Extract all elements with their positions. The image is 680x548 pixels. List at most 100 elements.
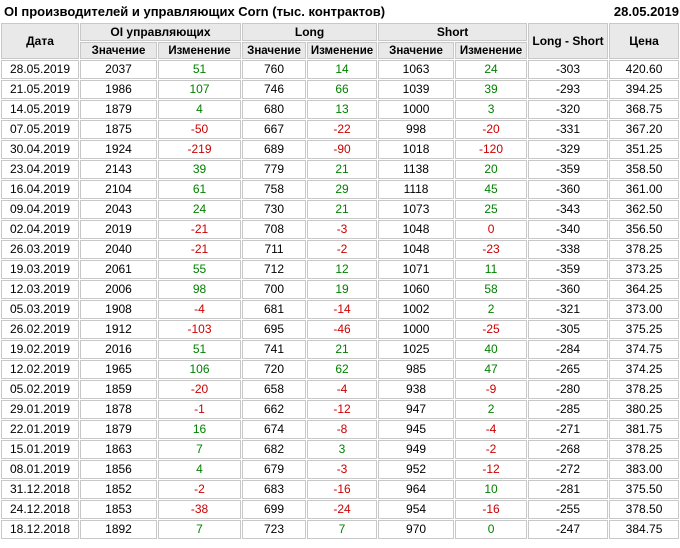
date-cell: 28.05.2019 [1, 60, 79, 79]
oi-value-cell: 1875 [80, 120, 157, 139]
price-cell: 358.50 [609, 160, 680, 179]
oi-value-cell: 2043 [80, 200, 157, 219]
oi-change-cell: -219 [158, 140, 242, 159]
subheader-short-change: Изменение [455, 42, 528, 59]
short-change-cell: -9 [455, 380, 528, 399]
group-header-short: Short [378, 23, 528, 41]
price-cell: 383.00 [609, 460, 680, 479]
report-title: OI производителей и управляющих Corn (ты… [4, 3, 386, 19]
date-cell: 19.02.2019 [1, 340, 79, 359]
short-change-cell: 2 [455, 300, 528, 319]
date-cell: 07.05.2019 [1, 120, 79, 139]
long-short-cell: -360 [528, 280, 609, 299]
oi-value-cell: 2037 [80, 60, 157, 79]
cot-table: Дата OI управляющих Long Short Long - Sh… [0, 22, 680, 540]
short-value-cell: 1073 [378, 200, 455, 219]
short-change-cell: 40 [455, 340, 528, 359]
short-value-cell: 952 [378, 460, 455, 479]
price-cell: 368.75 [609, 100, 680, 119]
oi-change-cell: 98 [158, 280, 242, 299]
short-change-cell: 45 [455, 180, 528, 199]
date-cell: 05.02.2019 [1, 380, 79, 399]
short-change-cell: 58 [455, 280, 528, 299]
table-row: 15.01.2019 1863 7 682 3 949 -2 -268 378.25 [1, 440, 680, 459]
long-short-cell: -285 [528, 400, 609, 419]
price-cell: 375.50 [609, 480, 680, 499]
price-cell: 394.25 [609, 80, 680, 99]
long-short-cell: -272 [528, 460, 609, 479]
long-short-cell: -305 [528, 320, 609, 339]
short-change-cell: -120 [455, 140, 528, 159]
long-value-cell: 689 [242, 140, 307, 159]
long-value-cell: 695 [242, 320, 307, 339]
long-short-cell: -329 [528, 140, 609, 159]
short-change-cell: 0 [455, 220, 528, 239]
short-value-cell: 1063 [378, 60, 455, 79]
long-change-cell: 13 [307, 100, 378, 119]
long-value-cell: 679 [242, 460, 307, 479]
long-change-cell: 12 [307, 260, 378, 279]
group-header-oi: OI управляющих [80, 23, 242, 41]
short-value-cell: 938 [378, 380, 455, 399]
short-value-cell: 954 [378, 500, 455, 519]
short-value-cell: 1071 [378, 260, 455, 279]
long-change-cell: -24 [307, 500, 378, 519]
table-row: 08.01.2019 1856 4 679 -3 952 -12 -272 383.00 [1, 460, 680, 479]
oi-change-cell: 55 [158, 260, 242, 279]
report-date: 28.05.2019 [613, 3, 679, 19]
oi-value-cell: 2016 [80, 340, 157, 359]
long-value-cell: 699 [242, 500, 307, 519]
date-cell: 18.12.2018 [1, 520, 79, 539]
long-change-cell: 62 [307, 360, 378, 379]
long-change-cell: 3 [307, 440, 378, 459]
oi-value-cell: 2019 [80, 220, 157, 239]
short-value-cell: 1025 [378, 340, 455, 359]
short-value-cell: 1118 [378, 180, 455, 199]
oi-value-cell: 2006 [80, 280, 157, 299]
oi-change-cell: 39 [158, 160, 242, 179]
date-cell: 15.01.2019 [1, 440, 79, 459]
oi-change-cell: 4 [158, 100, 242, 119]
date-cell: 21.05.2019 [1, 80, 79, 99]
table-row: 22.01.2019 1879 16 674 -8 945 -4 -271 381.75 [1, 420, 680, 439]
oi-change-cell: -38 [158, 500, 242, 519]
table-row: 24.12.2018 1853 -38 699 -24 954 -16 -255 378.50 [1, 500, 680, 519]
oi-value-cell: 1852 [80, 480, 157, 499]
price-cell: 378.25 [609, 440, 680, 459]
long-short-cell: -280 [528, 380, 609, 399]
oi-value-cell: 1892 [80, 520, 157, 539]
table-row: 09.04.2019 2043 24 730 21 1073 25 -343 362.50 [1, 200, 680, 219]
table-header: Дата OI управляющих Long Short Long - Sh… [1, 23, 680, 59]
table-row: 07.05.2019 1875 -50 667 -22 998 -20 -331 367.20 [1, 120, 680, 139]
oi-change-cell: 51 [158, 60, 242, 79]
long-value-cell: 662 [242, 400, 307, 419]
oi-change-cell: -4 [158, 300, 242, 319]
table-row: 28.05.2019 2037 51 760 14 1063 24 -303 420.60 [1, 60, 680, 79]
short-change-cell: -12 [455, 460, 528, 479]
short-value-cell: 1018 [378, 140, 455, 159]
short-value-cell: 1048 [378, 240, 455, 259]
table-row: 31.12.2018 1852 -2 683 -16 964 10 -281 375.50 [1, 480, 680, 499]
long-change-cell: 29 [307, 180, 378, 199]
date-cell: 05.03.2019 [1, 300, 79, 319]
date-cell: 31.12.2018 [1, 480, 79, 499]
price-cell: 380.25 [609, 400, 680, 419]
table-row: 30.04.2019 1924 -219 689 -90 1018 -120 -329 351.… [1, 140, 680, 159]
price-cell: 361.00 [609, 180, 680, 199]
table-row: 12.02.2019 1965 106 720 62 985 47 -265 374.25 [1, 360, 680, 379]
table-row: 16.04.2019 2104 61 758 29 1118 45 -360 361.00 [1, 180, 680, 199]
short-change-cell: 39 [455, 80, 528, 99]
short-change-cell: -23 [455, 240, 528, 259]
oi-change-cell: -21 [158, 240, 242, 259]
oi-value-cell: 1853 [80, 500, 157, 519]
oi-value-cell: 2143 [80, 160, 157, 179]
table-row: 19.03.2019 2061 55 712 12 1071 11 -359 373.25 [1, 260, 680, 279]
long-change-cell: 7 [307, 520, 378, 539]
long-change-cell: 19 [307, 280, 378, 299]
oi-change-cell: -2 [158, 480, 242, 499]
date-cell: 26.02.2019 [1, 320, 79, 339]
long-short-cell: -338 [528, 240, 609, 259]
long-short-cell: -343 [528, 200, 609, 219]
long-change-cell: -2 [307, 240, 378, 259]
oi-value-cell: 1879 [80, 420, 157, 439]
